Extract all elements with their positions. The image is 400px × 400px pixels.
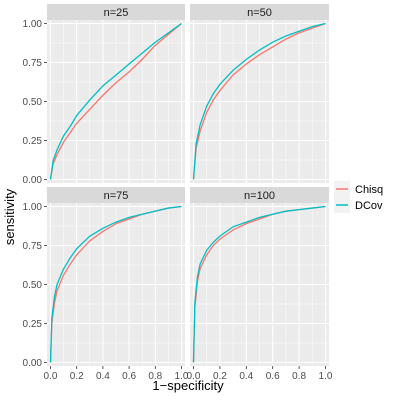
y-axis-title: sensitivity [2,188,17,245]
series-line-dcov [49,22,182,180]
facet-strip-label: n=75 [104,190,129,202]
y-tick-label: 1.00 [23,202,43,213]
facet-strip-label: n=50 [247,7,272,19]
x-tick-label: 0.6 [266,371,280,382]
y-tick-label: 1.00 [23,19,43,30]
series-line-dcov [49,205,182,363]
y-tick-label: 0.25 [23,136,43,147]
x-tick-label: 0.8 [292,371,306,382]
facet-strip [47,187,185,203]
legend: Chisq DCov [334,181,383,213]
x-axis-title: 1−specificity [152,378,224,393]
series-line-dcov [192,205,326,363]
y-tick-label: 0.00 [23,175,43,186]
panel-n=75: n=75 0.00 0.25 0.50 0.75 1.00 0.0 0.2 0.4 0.6 0.8 1… [23,187,189,382]
series-line-dcov [192,22,326,180]
x-tick-label: 0.0 [44,371,58,382]
x-tick-label: 0.4 [96,371,110,382]
y-tick-label: 0.25 [23,319,43,330]
y-tick-label: 0.00 [23,358,43,369]
x-tick-label: 0.8 [148,371,162,382]
facet-strip [190,187,329,203]
legend-label: DCov [355,200,383,212]
y-tick-label: 0.75 [23,241,43,252]
facet-panels: n=25 0.00 0.25 0.50 0.75 1.00 n=50 n=75 0.00 0.25… [23,4,333,382]
panel-n=25: n=25 0.00 0.25 0.50 0.75 1.00 [23,4,185,186]
facet-strip-label: n=25 [104,7,129,19]
facet-strip [47,4,185,20]
facet-strip [190,4,329,20]
x-tick-label: 1.0 [319,371,333,382]
panel-n=50: n=50 [190,4,329,183]
x-tick-label: 0.2 [70,371,84,382]
series-line-chisq [192,22,326,180]
x-tick-label: 1.0 [175,371,189,382]
x-tick-label: 0.4 [239,371,253,382]
y-tick-label: 0.50 [23,280,43,291]
legend-label: Chisq [355,184,383,196]
series-line-chisq [49,23,182,180]
facet-strip-label: n=100 [244,190,275,202]
x-tick-label: 0.0 [187,371,201,382]
y-tick-label: 0.50 [23,97,43,108]
panel-n=100: n=100 0.0 0.2 0.4 0.6 0.8 1.0 [187,187,333,382]
x-tick-label: 0.2 [213,371,227,382]
y-tick-label: 0.75 [23,58,43,69]
x-tick-label: 0.6 [122,371,136,382]
